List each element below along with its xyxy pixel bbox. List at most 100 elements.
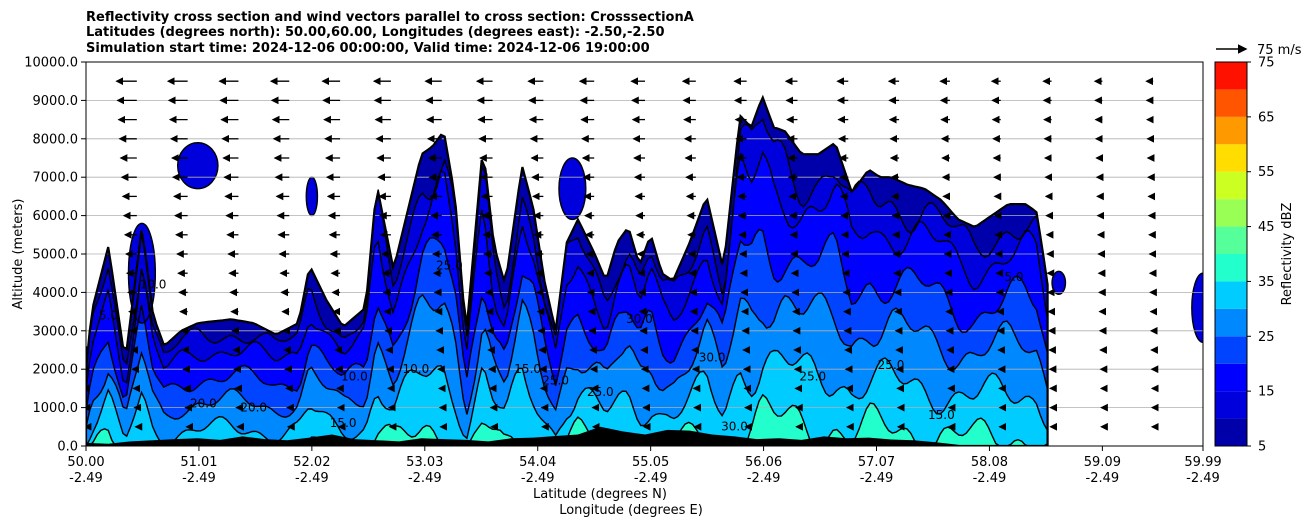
colorbar-segment (1215, 418, 1247, 446)
colorbar-label: Reflectivity dBZ (1280, 203, 1295, 306)
x-axis-label-latitude: Latitude (degrees N) (533, 487, 667, 502)
x-axis-label-longitude: Longitude (degrees E) (559, 503, 703, 518)
y-axis-label: Altitude (meters) (11, 199, 26, 310)
contour-label: 25.0 (799, 370, 826, 384)
title-line-1: Reflectivity cross section and wind vect… (86, 10, 694, 25)
x-tick-label-longitude: -2.49 (295, 471, 329, 486)
contour-label: 20.0 (240, 400, 267, 414)
x-tick-label-latitude: 52.02 (293, 455, 330, 470)
contour-labels: 5.010.020.010.010.025.015.025.025.030.03… (99, 258, 1024, 433)
colorbar-segment (1215, 281, 1247, 309)
y-tick-label: 2000.0 (33, 363, 79, 378)
y-tick-label: 6000.0 (33, 209, 79, 224)
colorbar-segment (1215, 391, 1247, 419)
chart-title: Reflectivity cross section and wind vect… (86, 10, 694, 56)
plot-area: 5.010.020.010.010.025.015.025.025.030.03… (85, 61, 1204, 447)
contour-label: 5.0 (1004, 270, 1023, 284)
colorbar: 5 15 25 35 45 55 65 75 (1214, 56, 1275, 455)
colorbar-tick-label: 45 (1258, 220, 1275, 235)
x-tick-label-latitude: 51.01 (180, 455, 217, 470)
y-tick-label: 10000.0 (24, 56, 78, 71)
y-tick-label: 1000.0 (33, 401, 79, 416)
contour-label: 25.0 (587, 385, 614, 399)
y-tick-label: 8000.0 (33, 132, 79, 147)
contour-label: 15.0 (514, 362, 541, 376)
contour-line (86, 150, 1049, 446)
y-tick-label: 5000.0 (33, 248, 79, 263)
colorbar-segment (1215, 199, 1247, 227)
y-tick-label: 0.0 (57, 440, 78, 455)
x-tick-label-longitude: -2.49 (69, 471, 103, 486)
x-tick-label-longitude: -2.49 (182, 471, 216, 486)
x-tick-label-latitude: 59.09 (1084, 455, 1121, 470)
x-tick-label-latitude: 50.00 (67, 455, 104, 470)
colorbar-frame (1214, 61, 1248, 447)
contour-label: 10.0 (140, 278, 167, 292)
reflectivity-cell (176, 141, 219, 190)
y-tick-label: 4000.0 (33, 286, 79, 301)
reflectivity-band (86, 350, 1048, 446)
wind-key-label: 75 m/s (1257, 43, 1302, 58)
x-axis: 50.00-2.4951.01-2.4952.02-2.4953.03-2.49… (67, 446, 1222, 486)
colorbar-segment (1215, 62, 1247, 90)
terrain (86, 426, 959, 446)
wind-key: 75 m/s (1216, 43, 1302, 58)
y-tick-label: 3000.0 (33, 324, 79, 339)
reflectivity-cell (1191, 272, 1203, 344)
colorbar-segment (1215, 226, 1247, 254)
y-axis: 0.0 1000.0 2000.0 3000.0 4000.0 5000.0 6000.0 7… (24, 56, 86, 455)
wind-vectors (86, 77, 1159, 431)
reflectivity-cell (558, 157, 587, 221)
contour-line (86, 228, 1049, 446)
reflectivity-fills (86, 97, 1203, 446)
contour-label: 10.0 (402, 362, 429, 376)
x-tick-label-longitude: -2.49 (747, 471, 781, 486)
contour-label: 30.0 (699, 351, 726, 365)
contour-line (86, 118, 1049, 446)
colorbar-tick-label: 25 (1258, 330, 1275, 345)
x-tick-label-latitude: 56.06 (745, 455, 782, 470)
x-tick-label-latitude: 57.07 (858, 455, 895, 470)
x-tick-label-longitude: -2.49 (973, 471, 1007, 486)
contour-label: 25.0 (878, 358, 905, 372)
y-tick-label: 9000.0 (33, 94, 79, 109)
y-tick-label: 7000.0 (33, 171, 79, 186)
colorbar-tick-label: 15 (1258, 385, 1275, 400)
contour-label: 10.0 (341, 370, 368, 384)
contour-line (86, 292, 1049, 446)
title-line-2: Latitudes (degrees north): 50.00,60.00, … (86, 25, 665, 40)
contour-label: 15.0 (928, 408, 955, 422)
x-tick-label-longitude: -2.49 (1186, 471, 1220, 486)
contour-line (86, 393, 1049, 446)
colorbar-segment (1215, 144, 1247, 172)
contour-line (86, 349, 1049, 446)
title-line-3: Simulation start time: 2024-12-06 00:00:… (86, 41, 650, 56)
contour-label: 20.0 (190, 397, 217, 411)
colorbar-tick-label: 5 (1258, 440, 1266, 455)
contour-label: 30.0 (626, 312, 653, 326)
x-tick-label-latitude: 54.04 (519, 455, 556, 470)
contour-label: 25.0 (436, 258, 463, 272)
x-tick-label-latitude: 53.03 (406, 455, 443, 470)
x-tick-label-latitude: 55.05 (632, 455, 669, 470)
colorbar-tick-label: 75 (1258, 56, 1275, 71)
colorbar-segment (1215, 171, 1247, 200)
colorbar-tick-label: 35 (1258, 275, 1275, 290)
colorbar-segment (1215, 116, 1247, 145)
x-tick-label-latitude: 58.08 (971, 455, 1008, 470)
colorbar-segment (1215, 308, 1247, 337)
contour-label: 5.0 (99, 308, 118, 322)
terrain-profile (86, 426, 959, 446)
x-tick-label-longitude: -2.49 (408, 471, 442, 486)
x-tick-label-longitude: -2.49 (634, 471, 668, 486)
x-tick-label-longitude: -2.49 (1086, 471, 1120, 486)
x-tick-label-longitude: -2.49 (860, 471, 894, 486)
colorbar-tick-label: 55 (1258, 165, 1275, 180)
x-tick-label-longitude: -2.49 (521, 471, 555, 486)
contour-label: 25.0 (542, 374, 569, 388)
colorbar-segment (1215, 363, 1247, 392)
contour-label: 30.0 (721, 420, 748, 434)
colorbar-segment (1215, 254, 1247, 282)
colorbar-segment (1215, 89, 1247, 117)
